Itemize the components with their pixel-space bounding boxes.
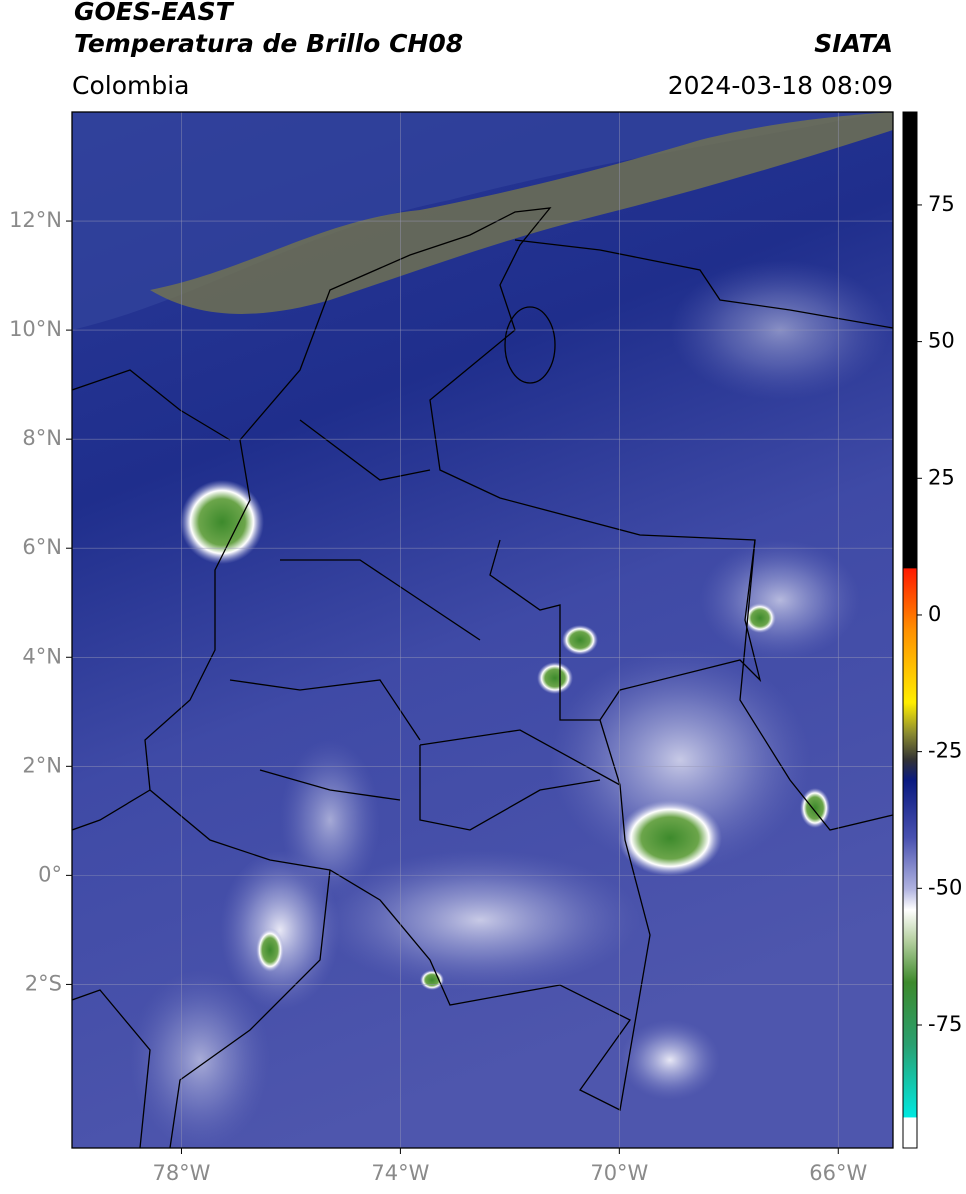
y-tick-label: 4°N [22,644,62,668]
colorbar-label: 25 [928,465,955,489]
y-tick-label: 6°N [22,535,62,559]
colorbar-label: 50 [928,329,955,353]
subtitle: Temperatura de Brillo CH08 [74,29,463,58]
x-tick-label: 66°W [809,1161,867,1185]
y-tick-label: 2°S [25,971,62,995]
x-tick-label: 78°W [152,1161,210,1185]
y-tick-label: 8°N [22,426,62,450]
region: Colombia [72,71,189,100]
title: GOES-EAST [74,0,235,26]
y-tick-label: 2°N [22,753,62,777]
x-tick-label: 74°W [371,1161,429,1185]
y-tick-label: 12°N [9,208,62,232]
colorbar-label: 75 [928,192,955,216]
source: SIATA [814,29,893,58]
colorbar-label: 0 [928,602,941,626]
y-tick-label: 10°N [9,317,62,341]
datetime: 2024-03-18 08:09 [668,71,893,100]
satellite-image [72,112,893,1148]
grid [72,112,893,1148]
y-tick-label: 0° [38,862,62,886]
colorbar-label: -75 [928,1012,962,1036]
colorbar-label: -50 [928,875,962,899]
x-tick-label: 70°W [590,1161,648,1185]
colorbar-label: -25 [928,739,962,763]
map-frame [71,111,894,1149]
colorbar [902,111,918,1149]
